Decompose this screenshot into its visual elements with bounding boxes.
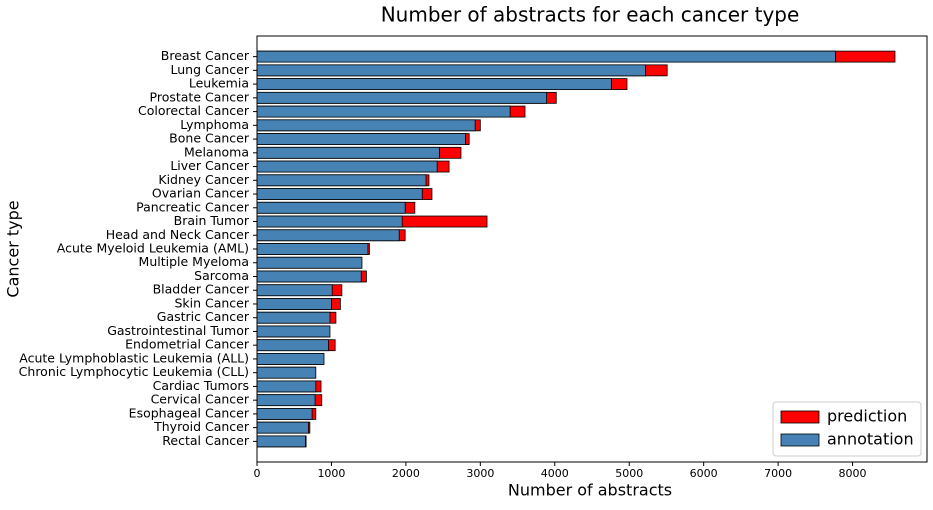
x-tick-label: 7000 [764,467,792,480]
y-tick-label: Melanoma [184,144,249,159]
bar [256,394,316,407]
bar [256,91,547,104]
bar [256,78,612,90]
bar [256,229,400,242]
bar [256,366,317,379]
y-tick-label: Bone Cancer [169,131,250,146]
bar [256,325,331,338]
y-tick-label: Cardiac Tumors [153,378,249,393]
bar [256,64,647,77]
bar [256,408,313,420]
legend-swatch [780,410,820,424]
bar [256,243,369,255]
x-tick-label: 2000 [392,467,420,480]
bar [256,174,427,187]
x-tick-label: 5000 [615,467,643,480]
bar [256,201,406,214]
y-tick-label: Acute Lymphoblastic Leukemia (ALL) [19,350,249,365]
x-tick-label: 3000 [466,467,494,480]
y-tick-label: Breast Cancer [161,48,250,63]
y-tick-label: Acute Myeloid Leukemia (AML) [57,241,249,256]
y-tick-label: Head and Neck Cancer [106,227,250,242]
bar [256,284,333,297]
y-tick-label: Pancreatic Cancer [136,199,250,214]
legend-label: annotation [827,430,914,449]
y-tick-label: Liver Cancer [170,158,250,173]
plot-frame [256,35,928,463]
y-tick-label: Kidney Cancer [158,172,249,187]
bar [256,146,440,159]
y-tick-label: Leukemia [189,76,249,91]
y-axis-label: Cancer type [4,200,23,297]
bar [256,160,438,173]
y-tick-label: Ovarian Cancer [152,186,250,201]
y-tick-label: Chronic Lymphocytic Leukemia (CLL) [19,364,249,379]
bar [256,435,306,448]
bar [256,353,325,365]
bar [256,119,476,132]
bar [256,298,332,310]
chart-title: Number of abstracts for each cancer type [381,3,800,27]
x-tick-label: 8000 [839,467,867,480]
y-tick-label: Skin Cancer [174,295,249,310]
y-tick-label: Lung Cancer [170,62,249,77]
bar [256,188,423,200]
x-axis-label: Number of abstracts [508,481,672,500]
bar [256,380,317,393]
legend-label: prediction [827,407,907,426]
x-tick-label: 0 [254,467,261,480]
y-tick-label: Esophageal Cancer [129,405,250,420]
y-tick-label: Endometrial Cancer [125,337,250,352]
x-tick-label: 6000 [690,467,718,480]
bar [256,421,309,434]
legend-swatch [780,433,820,447]
bar [256,215,403,228]
y-tick-label: Sarcoma [194,268,249,283]
bar [256,50,836,63]
y-tick-label: Bladder Cancer [153,282,250,297]
y-tick-label: Gastric Cancer [157,309,250,324]
y-tick-label: Thyroid Cancer [153,419,250,434]
bar [256,105,511,118]
bar [256,311,331,324]
y-tick-label: Prostate Cancer [150,89,250,104]
y-tick-label: Gastrointestinal Tumor [107,323,250,338]
y-tick-label: Lymphoma [180,117,249,132]
y-tick-label: Colorectal Cancer [138,103,250,118]
y-tick-label: Cervical Cancer [151,392,250,407]
x-tick-label: 1000 [317,467,345,480]
y-tick-label: Multiple Myeloma [139,254,249,269]
bar [256,133,466,145]
bar [256,339,329,352]
bar [256,256,363,269]
y-tick-label: Rectal Cancer [162,433,250,448]
x-tick-label: 4000 [541,467,569,480]
y-tick-label: Brain Tumor [174,213,250,228]
bar [256,270,362,283]
